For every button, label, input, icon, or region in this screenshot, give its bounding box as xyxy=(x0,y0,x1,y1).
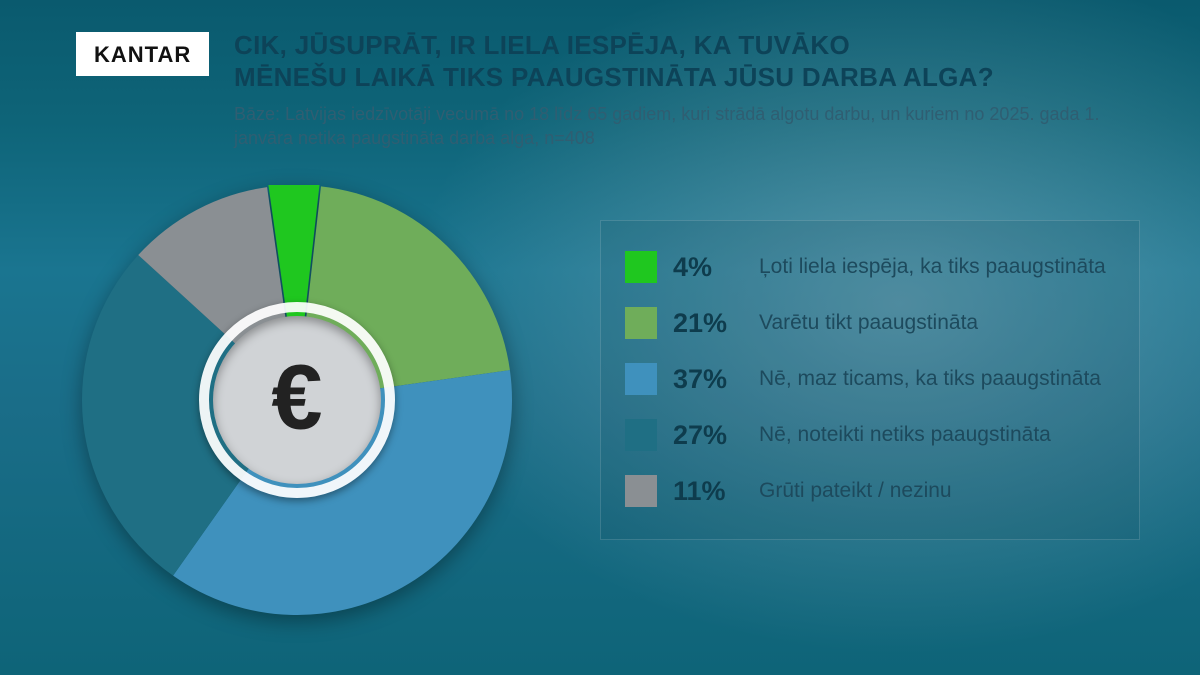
legend-swatch xyxy=(625,475,657,507)
legend-row: 27% Nē, noteikti netiks paaugstināta xyxy=(625,407,1115,463)
legend-percent: 11% xyxy=(673,476,743,507)
chart-title: CIK, JŪSUPRĀT, IR LIELA IESPĒJA, KA TUVĀ… xyxy=(234,30,1120,93)
legend-label: Nē, noteikti netiks paaugstināta xyxy=(759,422,1051,447)
legend-label: Ļoti liela iespēja, ka tiks paaugstināta xyxy=(759,254,1106,279)
legend-row: 11% Grūti pateikt / nezinu xyxy=(625,463,1115,519)
legend-percent: 4% xyxy=(673,252,743,283)
infographic-stage: KANTAR CIK, JŪSUPRĀT, IR LIELA IESPĒJA, … xyxy=(0,0,1200,675)
legend-panel: 4% Ļoti liela iespēja, ka tiks paaugstinā… xyxy=(600,220,1140,540)
legend-percent: 27% xyxy=(673,420,743,451)
legend-row: 21% Varētu tikt paaugstināta xyxy=(625,295,1115,351)
legend-percent: 37% xyxy=(673,364,743,395)
title-line-1: CIK, JŪSUPRĀT, IR LIELA IESPĒJA, KA TUVĀ… xyxy=(234,30,850,60)
legend-row: 37% Nē, maz ticams, ka tiks paaugstināta xyxy=(625,351,1115,407)
legend-swatch xyxy=(625,307,657,339)
legend-swatch xyxy=(625,363,657,395)
legend-row: 4% Ļoti liela iespēja, ka tiks paaugstinā… xyxy=(625,239,1115,295)
pie-center: € xyxy=(213,316,381,484)
euro-icon: € xyxy=(271,345,322,450)
title-line-2: MĒNEŠU LAIKĀ TIKS PAAUGSTINĀTA JŪSU DARB… xyxy=(234,62,994,92)
legend-percent: 21% xyxy=(673,308,743,339)
legend-label: Nē, maz ticams, ka tiks paaugstināta xyxy=(759,366,1101,391)
legend-swatch xyxy=(625,419,657,451)
kantar-logo: KANTAR xyxy=(76,32,209,76)
legend-swatch xyxy=(625,251,657,283)
pie-chart: € xyxy=(82,185,512,615)
legend-label: Varētu tikt paaugstināta xyxy=(759,310,978,335)
chart-subtitle: Bāze: Latvijas iedzīvotāji vecumā no 18 … xyxy=(234,102,1100,151)
legend-label: Grūti pateikt / nezinu xyxy=(759,478,952,503)
